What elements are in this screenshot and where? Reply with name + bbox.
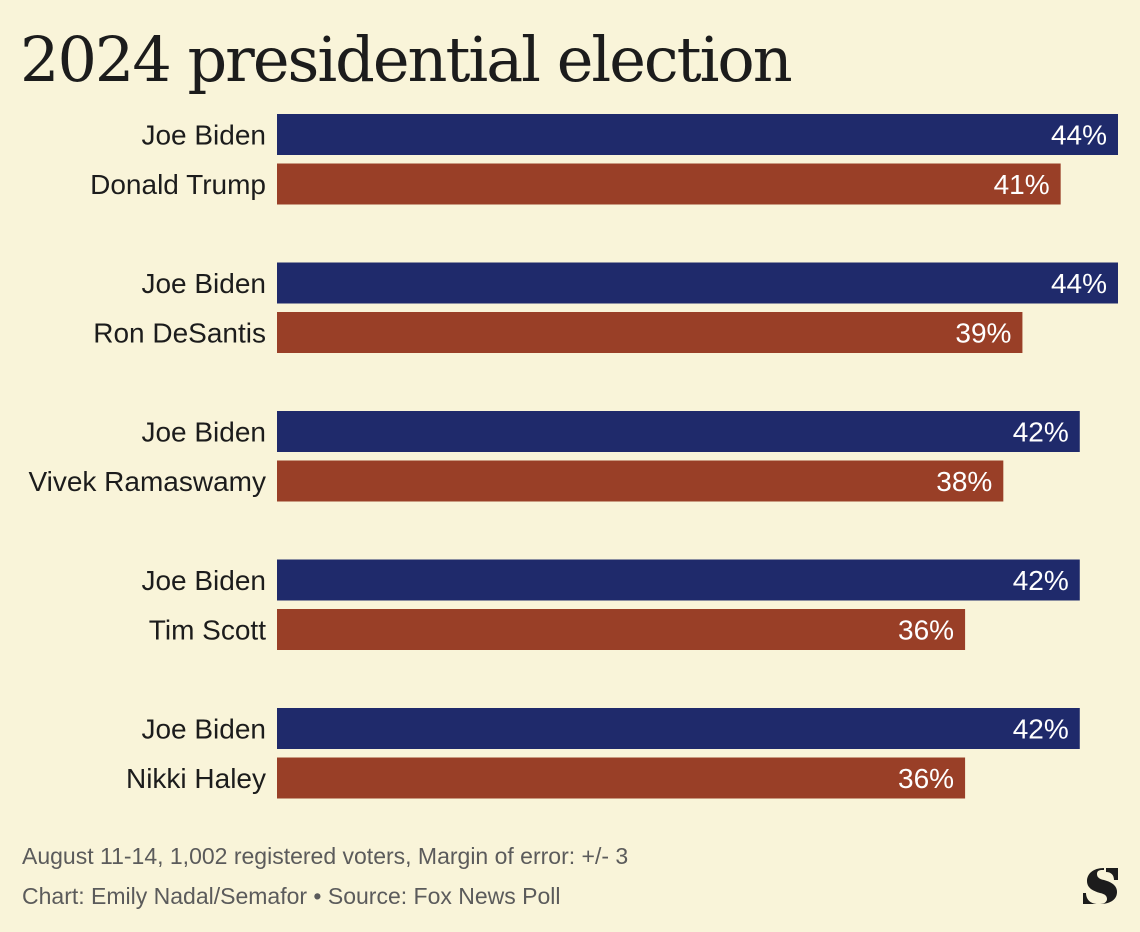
- bar-chart: Joe Biden 44% Donald Trump 41% Joe Biden 44% R…: [28, 114, 1118, 799]
- bar-democrat: [277, 262, 1118, 304]
- bar-democrat: [277, 559, 1080, 601]
- candidate-label: Vivek Ramaswamy: [28, 466, 266, 497]
- semafor-s-logo-icon: [1083, 868, 1118, 904]
- candidate-label: Joe Biden: [141, 417, 266, 448]
- candidate-label: Joe Biden: [141, 268, 266, 299]
- bar-republican: [277, 460, 1004, 502]
- value-label: 42%: [1013, 714, 1069, 745]
- bar-democrat: [277, 114, 1118, 155]
- value-label: 36%: [898, 615, 954, 646]
- bar-democrat: [277, 411, 1080, 452]
- value-label: 42%: [1013, 417, 1069, 448]
- bar-republican: [277, 163, 1061, 205]
- value-label: 44%: [1051, 120, 1107, 151]
- candidate-label: Nikki Haley: [126, 763, 266, 794]
- candidate-label: Donald Trump: [90, 169, 266, 200]
- candidate-label: Joe Biden: [141, 565, 266, 596]
- value-label: 39%: [955, 318, 1011, 349]
- value-label: 44%: [1051, 268, 1107, 299]
- bar-republican: [277, 609, 966, 650]
- chart-credit: Chart: Emily Nadal/Semafor • Source: Fox…: [22, 883, 561, 909]
- candidate-label: Ron DeSantis: [93, 318, 266, 349]
- candidate-label: Tim Scott: [149, 615, 266, 646]
- value-label: 41%: [994, 169, 1050, 200]
- value-label: 36%: [898, 763, 954, 794]
- survey-note: August 11-14, 1,002 registered voters, M…: [22, 843, 629, 869]
- value-label: 42%: [1013, 565, 1069, 596]
- bar-democrat: [277, 708, 1080, 749]
- chart-title: 2024 presidential election: [20, 23, 793, 96]
- candidate-label: Joe Biden: [141, 714, 266, 745]
- bar-republican: [277, 757, 966, 799]
- value-label: 38%: [936, 466, 992, 497]
- candidate-label: Joe Biden: [141, 120, 266, 151]
- bar-republican: [277, 312, 1023, 353]
